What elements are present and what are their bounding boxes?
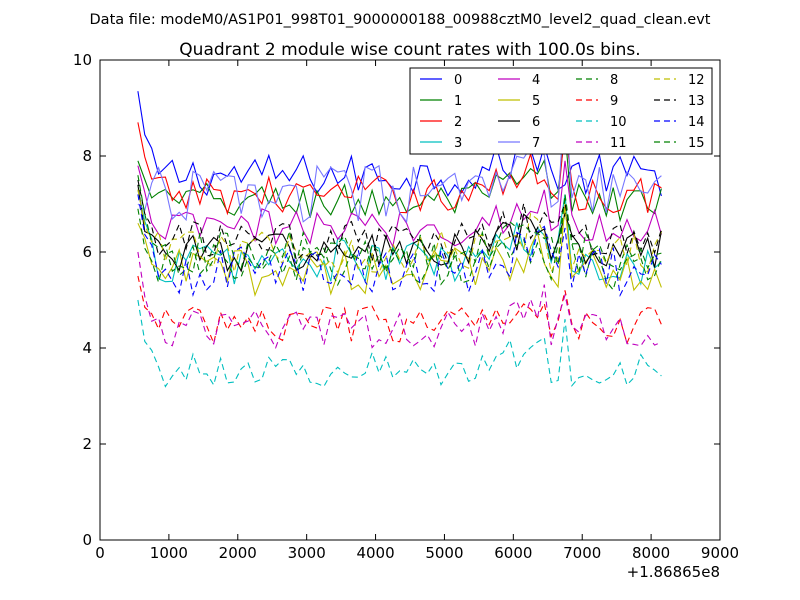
- series-line-12: [137, 189, 662, 274]
- y-tick-label: 2: [82, 435, 92, 453]
- y-tick-label: 10: [73, 51, 92, 69]
- chart-title: Quadrant 2 module wise count rates with …: [179, 40, 640, 60]
- series-line-11: [137, 251, 662, 350]
- x-tick-label: 6000: [494, 544, 532, 562]
- legend-label-10: 10: [610, 115, 627, 130]
- series-line-15: [137, 175, 662, 274]
- legend-label-5: 5: [532, 94, 540, 109]
- legend-label-3: 3: [454, 136, 462, 151]
- y-tick-label: 4: [82, 339, 92, 357]
- y-tick-label: 8: [82, 147, 92, 165]
- x-tick-label: 9000: [701, 544, 739, 562]
- legend-label-12: 12: [688, 73, 705, 88]
- legend-label-2: 2: [454, 115, 462, 130]
- legend-label-15: 15: [688, 136, 705, 151]
- series-line-3: [137, 189, 662, 286]
- series-line-13: [137, 179, 662, 265]
- x-tick-label: 7000: [563, 544, 601, 562]
- legend-label-9: 9: [610, 94, 618, 109]
- legend-label-8: 8: [610, 73, 618, 88]
- series-line-8: [137, 199, 662, 292]
- legend-label-1: 1: [454, 94, 462, 109]
- chart-suptitle: Data file: modeM0/AS1P01_998T01_90000001…: [90, 12, 711, 28]
- legend-label-6: 6: [532, 115, 540, 130]
- legend-label-11: 11: [610, 136, 627, 151]
- series-line-10: [137, 299, 662, 388]
- legend-box: [409, 67, 713, 155]
- x-tick-label: 2000: [219, 544, 257, 562]
- x-offset-label: +1.86865e8: [627, 563, 720, 581]
- legend-label-14: 14: [688, 115, 705, 130]
- series-line-7: [137, 98, 662, 224]
- y-tick-label: 0: [82, 531, 92, 549]
- x-tick-label: 1000: [150, 544, 188, 562]
- series-line-14: [137, 194, 662, 298]
- series-line-5: [137, 203, 662, 297]
- legend-label-0: 0: [454, 73, 462, 88]
- x-tick-label: 8000: [632, 544, 670, 562]
- x-tick-label: 0: [95, 544, 105, 562]
- legend-label-13: 13: [688, 94, 705, 109]
- x-tick-label: 5000: [425, 544, 463, 562]
- x-tick-label: 3000: [288, 544, 326, 562]
- ticks-layer: 0 1000 2000 3000 4000 5000 6000 7000 8000 9000 0 2 4…: [73, 51, 739, 562]
- y-tick-label: 6: [82, 243, 92, 261]
- series-line-6: [137, 184, 662, 273]
- axes-frame: [99, 59, 721, 541]
- legend-label-7: 7: [532, 136, 540, 151]
- x-tick-label: 4000: [356, 544, 394, 562]
- legend-label-4: 4: [532, 73, 540, 88]
- series-layer: [137, 91, 662, 388]
- series-line-0: [137, 91, 662, 197]
